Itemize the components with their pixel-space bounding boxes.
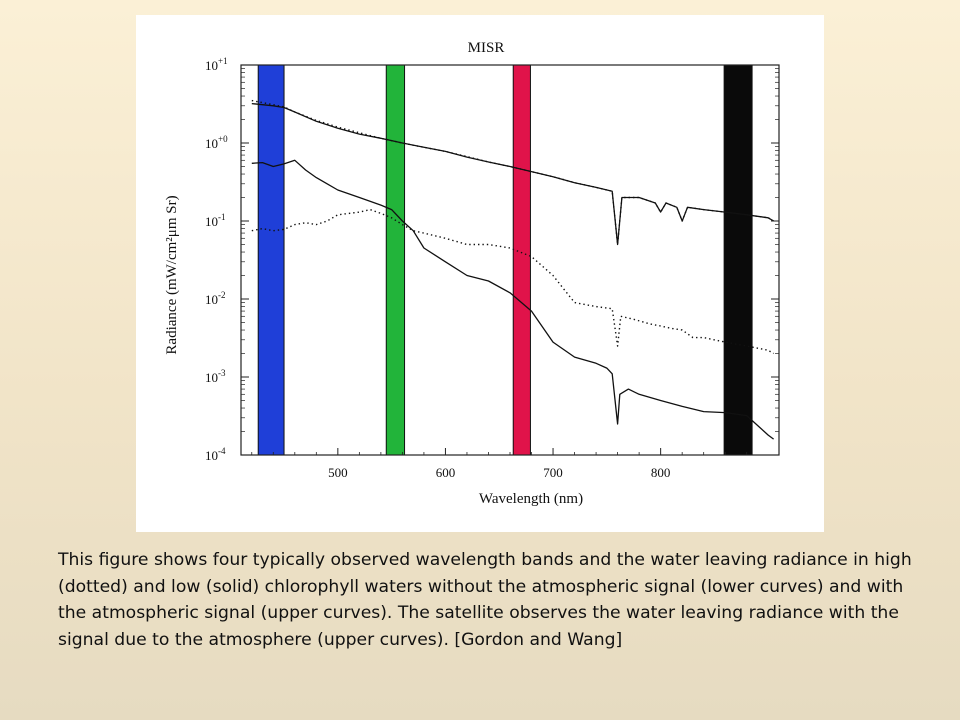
- wavelength-band-2: [385, 64, 406, 456]
- y-tick-label-4: 10-3: [205, 368, 226, 385]
- radiance-chart: MISR Radiance (mW/cm²μm Sr) Wavelength (…: [164, 40, 780, 507]
- y-tick-label-0: 10+1: [205, 56, 228, 73]
- radiance-curve-1-solid: [251, 102, 774, 246]
- x-tick-label-700: 700: [543, 465, 563, 480]
- band-layer: [257, 64, 753, 456]
- figure-caption: This figure shows four typically observe…: [58, 550, 912, 650]
- y-axis-label: Radiance (mW/cm²μm Sr): [164, 195, 180, 354]
- y-tick-label-3: 10-2: [205, 290, 226, 307]
- y-tick-label-2: 10-1: [205, 212, 226, 229]
- x-axis-label: Wavelength (nm): [479, 491, 583, 507]
- series-layer: [251, 99, 774, 440]
- wavelength-band-1: [257, 64, 285, 456]
- chart-title: MISR: [468, 40, 505, 56]
- radiance-curve-3-solid: [251, 159, 774, 440]
- y-tick-label-5: 10-4: [205, 446, 226, 463]
- tick-layer: 500 600 700 800 10+1 10+0 10-1 10-2 10-3 10-4: [205, 56, 779, 480]
- x-tick-label-600: 600: [436, 465, 456, 480]
- figure-panel: MISR Radiance (mW/cm²μm Sr) Wavelength (…: [136, 15, 824, 532]
- y-tick-label-1: 10+0: [205, 134, 228, 151]
- x-tick-label-800: 800: [651, 465, 671, 480]
- radiance-curve-4-dotted: [251, 208, 774, 355]
- radiance-curve-2-dotted: [251, 99, 774, 246]
- x-tick-label-500: 500: [328, 465, 348, 480]
- wavelength-band-4: [723, 64, 753, 456]
- wavelength-band-3: [512, 64, 531, 456]
